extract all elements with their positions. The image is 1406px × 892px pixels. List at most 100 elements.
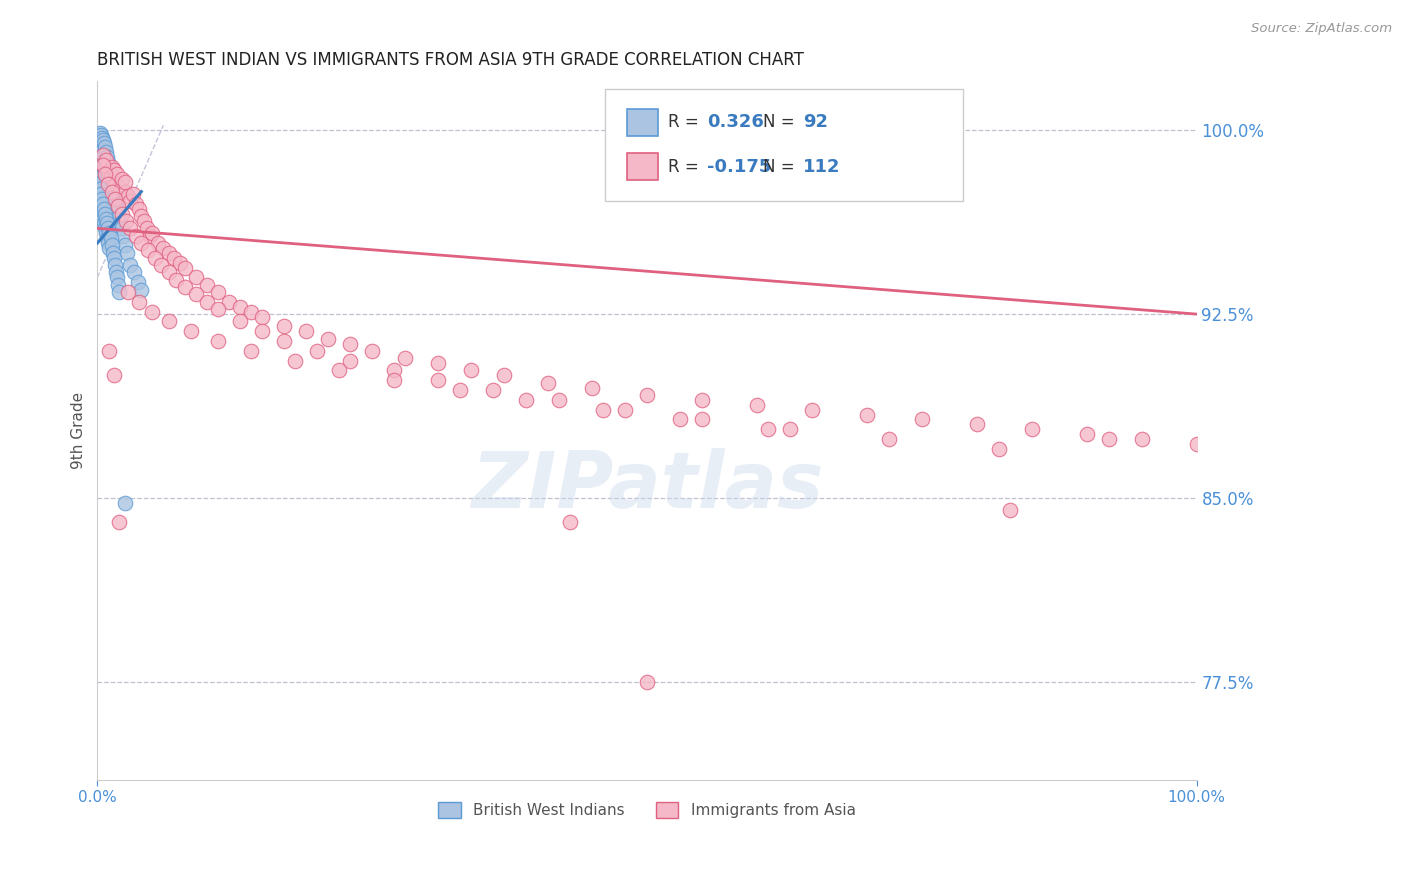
- Point: [229, 314, 252, 328]
- Point: [93, 217, 115, 231]
- Point: [186, 270, 208, 285]
- Point: [636, 674, 658, 689]
- Point: [152, 241, 174, 255]
- Point: [104, 192, 127, 206]
- Point: [96, 150, 118, 164]
- Point: [93, 202, 115, 216]
- Point: [690, 392, 713, 407]
- Point: [1185, 437, 1208, 451]
- Text: -0.175: -0.175: [707, 158, 772, 176]
- Point: [94, 158, 117, 172]
- Point: [361, 343, 384, 358]
- Point: [482, 383, 505, 397]
- Point: [111, 228, 134, 243]
- Point: [1021, 422, 1043, 436]
- Point: [114, 496, 136, 510]
- Point: [87, 178, 110, 192]
- Point: [856, 408, 879, 422]
- Point: [494, 368, 516, 383]
- Point: [295, 324, 318, 338]
- Point: [101, 245, 124, 260]
- Point: [97, 221, 120, 235]
- Point: [89, 126, 111, 140]
- Point: [97, 178, 120, 192]
- Point: [97, 179, 120, 194]
- Point: [91, 133, 114, 147]
- Point: [105, 197, 128, 211]
- Point: [121, 187, 143, 202]
- Point: [100, 182, 122, 196]
- Point: [779, 422, 801, 436]
- Point: [141, 226, 163, 240]
- Point: [1098, 432, 1121, 446]
- Point: [91, 211, 114, 226]
- Point: [91, 143, 114, 157]
- Point: [98, 343, 121, 358]
- Point: [100, 165, 122, 179]
- Text: N =: N =: [763, 113, 800, 131]
- Point: [87, 128, 110, 143]
- Point: [93, 160, 115, 174]
- Point: [394, 351, 416, 366]
- Point: [94, 178, 117, 192]
- Point: [800, 402, 823, 417]
- Point: [127, 275, 149, 289]
- Point: [122, 265, 145, 279]
- Point: [91, 148, 114, 162]
- Point: [93, 136, 115, 150]
- Point: [120, 194, 142, 209]
- Text: 92: 92: [803, 113, 828, 131]
- Point: [581, 381, 603, 395]
- Legend: British West Indians, Immigrants from Asia: British West Indians, Immigrants from As…: [432, 797, 862, 824]
- Point: [105, 178, 128, 192]
- Point: [91, 158, 114, 172]
- Point: [537, 376, 560, 390]
- Point: [94, 226, 117, 240]
- Point: [91, 155, 114, 169]
- Point: [97, 165, 120, 179]
- Point: [252, 310, 274, 324]
- Point: [136, 244, 159, 258]
- Point: [548, 392, 571, 407]
- Point: [94, 153, 117, 167]
- Point: [131, 283, 153, 297]
- Point: [103, 162, 125, 177]
- Point: [186, 287, 208, 301]
- Point: [669, 412, 692, 426]
- Point: [449, 383, 471, 397]
- Point: [877, 432, 900, 446]
- Point: [157, 245, 180, 260]
- Point: [90, 138, 112, 153]
- Point: [108, 209, 131, 223]
- Point: [98, 241, 121, 255]
- Point: [157, 265, 180, 279]
- Point: [105, 265, 128, 279]
- Text: 0.326: 0.326: [707, 113, 763, 131]
- Point: [592, 402, 614, 417]
- Point: [90, 130, 112, 145]
- Point: [94, 160, 117, 174]
- Point: [180, 324, 202, 338]
- Point: [96, 231, 118, 245]
- Point: [108, 285, 131, 299]
- Point: [87, 140, 110, 154]
- Point: [139, 228, 162, 243]
- Point: [273, 319, 295, 334]
- Point: [128, 294, 150, 309]
- Point: [94, 207, 117, 221]
- Point: [89, 197, 111, 211]
- Point: [911, 412, 934, 426]
- Point: [427, 356, 450, 370]
- Point: [90, 187, 112, 202]
- Point: [427, 373, 450, 387]
- Point: [100, 238, 122, 252]
- Point: [157, 314, 180, 328]
- Point: [98, 172, 121, 186]
- Point: [966, 417, 988, 432]
- Point: [89, 136, 111, 150]
- Point: [195, 294, 218, 309]
- Point: [756, 422, 779, 436]
- Point: [97, 235, 120, 250]
- Point: [94, 211, 117, 226]
- Point: [339, 336, 361, 351]
